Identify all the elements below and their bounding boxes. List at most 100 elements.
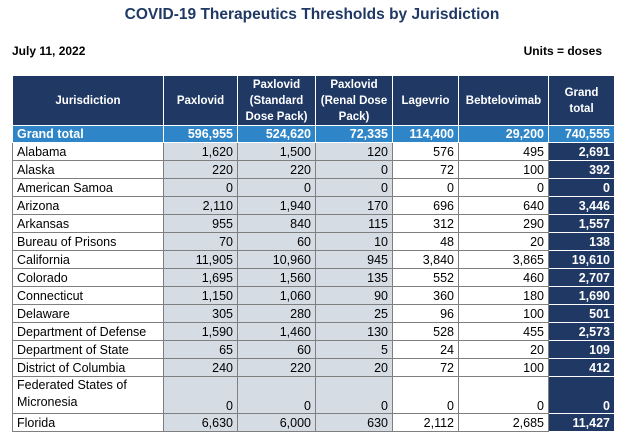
page-title: COVID-19 Therapeutics Thresholds by Juri…	[124, 6, 500, 23]
bebtelovimab-cell: 495	[458, 142, 549, 161]
paxlovid-standard-cell: 1,460	[237, 322, 316, 341]
bebtelovimab-cell: 20	[458, 340, 549, 359]
table-row: Bureau of Prisons 70 60 10 48 20 138	[12, 232, 615, 251]
column-header-paxlovid-renal: Paxlovid (Renal Dose Pack)	[315, 75, 393, 126]
paxlovid-renal-cell: 10	[315, 232, 393, 251]
paxlovid-cell: 0	[163, 376, 238, 414]
paxlovid-cell: 11,905	[163, 250, 238, 269]
lagevrio-cell: 72	[392, 358, 459, 377]
grand-total-label: Grand total	[12, 125, 164, 143]
paxlovid-cell: 240	[163, 358, 238, 377]
bebtelovimab-cell: 0	[458, 376, 549, 414]
grand-total-cell: 138	[548, 232, 615, 251]
grand-total-paxlovid-renal: 72,335	[315, 125, 393, 143]
bebtelovimab-cell: 290	[458, 214, 549, 233]
grand-total-cell: 109	[548, 340, 615, 359]
jurisdiction-cell: Federated States of Micronesia	[12, 376, 164, 414]
bebtelovimab-cell: 2,685	[458, 413, 549, 432]
table-row: Connecticut 1,150 1,060 90 360 180 1,690	[12, 286, 615, 305]
lagevrio-cell: 552	[392, 268, 459, 287]
table-row: Department of State 65 60 5 24 20 109	[12, 340, 615, 359]
paxlovid-cell: 65	[163, 340, 238, 359]
lagevrio-cell: 48	[392, 232, 459, 251]
paxlovid-standard-cell: 60	[237, 340, 316, 359]
column-header-jurisdiction: Jurisdiction	[12, 75, 164, 126]
grand-total-lagevrio: 114,400	[392, 125, 459, 143]
paxlovid-cell: 70	[163, 232, 238, 251]
column-header-grand-total: Grand total	[548, 75, 615, 126]
grand-total-cell: 1,690	[548, 286, 615, 305]
lagevrio-cell: 312	[392, 214, 459, 233]
table-row: Arkansas 955 840 115 312 290 1,557	[12, 214, 615, 233]
lagevrio-cell: 72	[392, 160, 459, 179]
jurisdiction-cell: Connecticut	[12, 286, 164, 305]
paxlovid-standard-cell: 280	[237, 304, 316, 323]
paxlovid-standard-cell: 1,940	[237, 196, 316, 215]
grand-total-cell: 392	[548, 160, 615, 179]
bebtelovimab-cell: 100	[458, 358, 549, 377]
lagevrio-cell: 696	[392, 196, 459, 215]
paxlovid-renal-cell: 130	[315, 322, 393, 341]
grand-total-bebtelovimab: 29,200	[458, 125, 549, 143]
paxlovid-cell: 1,150	[163, 286, 238, 305]
column-header-paxlovid-standard: Paxlovid (Standard Dose Pack)	[237, 75, 316, 126]
jurisdiction-cell: Delaware	[12, 304, 164, 323]
paxlovid-standard-cell: 10,960	[237, 250, 316, 269]
table-row: Florida 6,630 6,000 630 2,112 2,685 11,427	[12, 413, 615, 432]
bebtelovimab-cell: 100	[458, 304, 549, 323]
lagevrio-cell: 3,840	[392, 250, 459, 269]
paxlovid-renal-cell: 170	[315, 196, 393, 215]
report-date: July 11, 2022	[12, 44, 86, 58]
paxlovid-cell: 2,110	[163, 196, 238, 215]
paxlovid-standard-cell: 60	[237, 232, 316, 251]
lagevrio-cell: 528	[392, 322, 459, 341]
table-row: Colorado 1,695 1,560 135 552 460 2,707	[12, 268, 615, 287]
table-row: Department of Defense 1,590 1,460 130 528 455…	[12, 322, 615, 341]
grand-total-value: 740,555	[548, 125, 615, 143]
paxlovid-standard-cell: 0	[237, 178, 316, 197]
bebtelovimab-cell: 3,865	[458, 250, 549, 269]
paxlovid-standard-cell: 0	[237, 376, 316, 414]
paxlovid-standard-cell: 840	[237, 214, 316, 233]
grand-total-paxlovid: 596,955	[163, 125, 238, 143]
paxlovid-standard-cell: 1,500	[237, 142, 316, 161]
lagevrio-cell: 96	[392, 304, 459, 323]
paxlovid-cell: 1,590	[163, 322, 238, 341]
paxlovid-renal-cell: 90	[315, 286, 393, 305]
bebtelovimab-cell: 20	[458, 232, 549, 251]
paxlovid-renal-cell: 135	[315, 268, 393, 287]
header-row: Jurisdiction Paxlovid Paxlovid (Standard…	[12, 75, 615, 126]
paxlovid-standard-cell: 1,060	[237, 286, 316, 305]
paxlovid-cell: 305	[163, 304, 238, 323]
paxlovid-renal-cell: 0	[315, 160, 393, 179]
grand-total-cell: 2,691	[548, 142, 615, 161]
grand-total-cell: 3,446	[548, 196, 615, 215]
jurisdiction-cell: Alabama	[12, 142, 164, 161]
bebtelovimab-cell: 180	[458, 286, 549, 305]
jurisdiction-cell: Department of Defense	[12, 322, 164, 341]
grand-total-cell: 501	[548, 304, 615, 323]
paxlovid-renal-cell: 0	[315, 178, 393, 197]
table-row: Arizona 2,110 1,940 170 696 640 3,446	[12, 196, 615, 215]
grand-total-row: Grand total 596,955 524,620 72,335 114,4…	[12, 125, 615, 143]
grand-total-cell: 2,707	[548, 268, 615, 287]
jurisdiction-cell: Florida	[12, 413, 164, 432]
grand-total-cell: 412	[548, 358, 615, 377]
paxlovid-cell: 220	[163, 160, 238, 179]
grand-total-cell: 2,573	[548, 322, 615, 341]
jurisdiction-cell: American Samoa	[12, 178, 164, 197]
bebtelovimab-cell: 455	[458, 322, 549, 341]
bebtelovimab-cell: 640	[458, 196, 549, 215]
table-row: American Samoa 0 0 0 0 0 0	[12, 178, 615, 197]
paxlovid-renal-cell: 945	[315, 250, 393, 269]
paxlovid-standard-cell: 6,000	[237, 413, 316, 432]
jurisdiction-cell: Alaska	[12, 160, 164, 179]
lagevrio-cell: 24	[392, 340, 459, 359]
grand-total-cell: 1,557	[548, 214, 615, 233]
units-note: Units = doses	[523, 44, 602, 58]
grand-total-cell: 0	[548, 178, 615, 197]
paxlovid-cell: 955	[163, 214, 238, 233]
lagevrio-cell: 2,112	[392, 413, 459, 432]
table-row: Alaska 220 220 0 72 100 392	[12, 160, 615, 179]
column-header-bebtelovimab: Bebtelovimab	[458, 75, 549, 126]
